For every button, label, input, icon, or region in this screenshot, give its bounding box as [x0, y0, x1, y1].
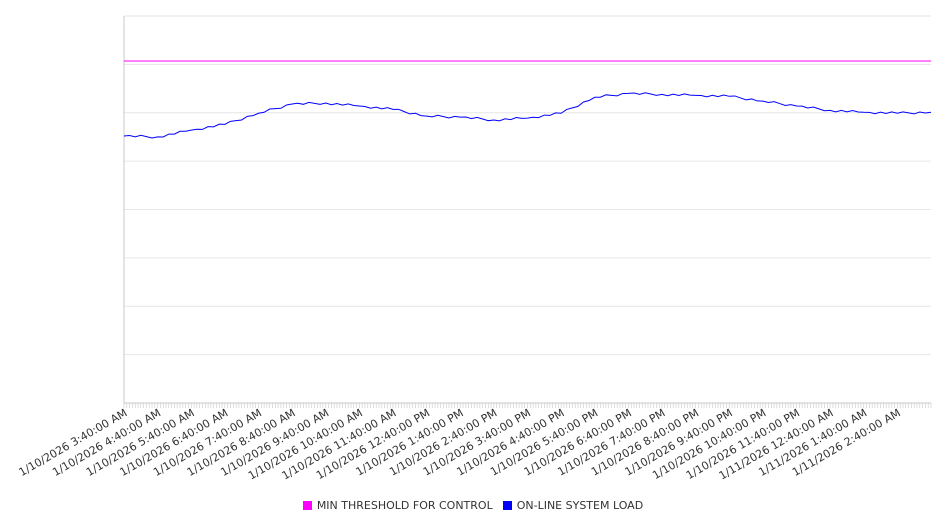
legend-label-threshold: MIN THRESHOLD FOR CONTROL [316, 499, 493, 512]
legend: MIN THRESHOLD FOR CONTROL ON-LINE SYSTEM… [0, 499, 946, 512]
legend-label-load: ON-LINE SYSTEM LOAD [516, 499, 644, 512]
legend-item-load[interactable]: ON-LINE SYSTEM LOAD [502, 499, 644, 512]
legend-swatch-load [502, 501, 512, 510]
legend-item-threshold[interactable]: MIN THRESHOLD FOR CONTROL [302, 499, 493, 512]
series-line-load [123, 92, 932, 139]
legend-swatch-threshold [302, 501, 312, 510]
